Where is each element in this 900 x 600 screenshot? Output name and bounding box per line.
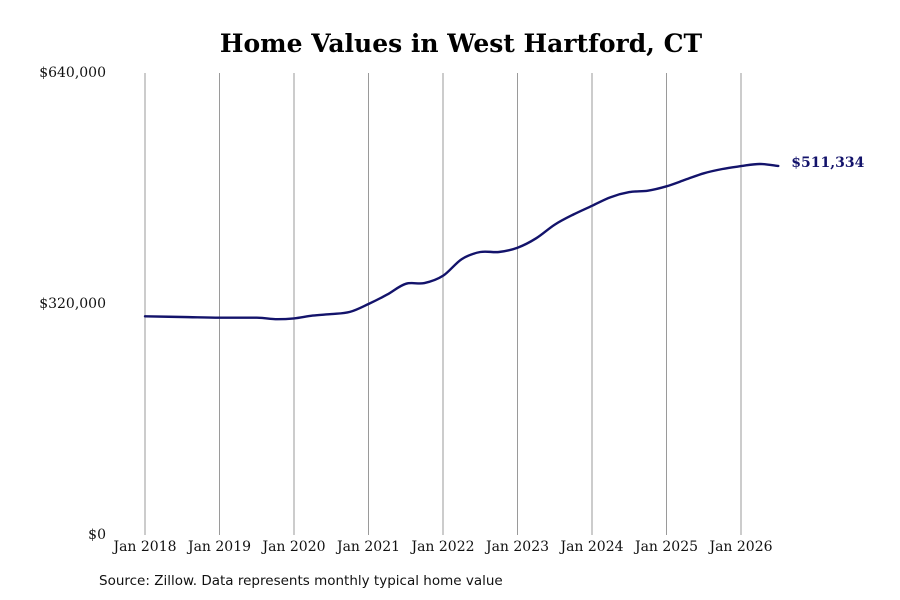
source-note: Source: Zillow. Data represents monthly … — [99, 573, 503, 589]
series-group — [143, 162, 780, 321]
x-tick-label: Jan 2018 — [111, 539, 176, 555]
x-tick-label: Jan 2020 — [260, 539, 325, 555]
x-axis-tick-labels: Jan 2018 Jan 2019 Jan 2020 Jan 2021 Jan 2022… — [111, 539, 772, 555]
x-tick-label: Jan 2026 — [707, 539, 772, 555]
x-tick-label: Jan 2019 — [186, 539, 251, 555]
x-tick-label: Jan 2021 — [335, 539, 400, 555]
y-tick-label: $320,000 — [39, 296, 106, 312]
x-tick-label: Jan 2024 — [558, 539, 623, 555]
y-tick-label: $640,000 — [39, 65, 106, 81]
x-tick-label: Jan 2022 — [409, 539, 474, 555]
y-axis-tick-labels: $0 $320,000 $640,000 — [39, 65, 106, 543]
x-tick-label: Jan 2025 — [633, 539, 698, 555]
x-tick-label: Jan 2023 — [484, 539, 549, 555]
y-tick-label: $0 — [88, 527, 106, 543]
end-value-label: $511,334 — [791, 155, 864, 171]
series-line-0 — [143, 162, 780, 321]
chart-title: Home Values in West Hartford, CT — [220, 29, 703, 58]
vertical-gridlines — [144, 73, 742, 535]
